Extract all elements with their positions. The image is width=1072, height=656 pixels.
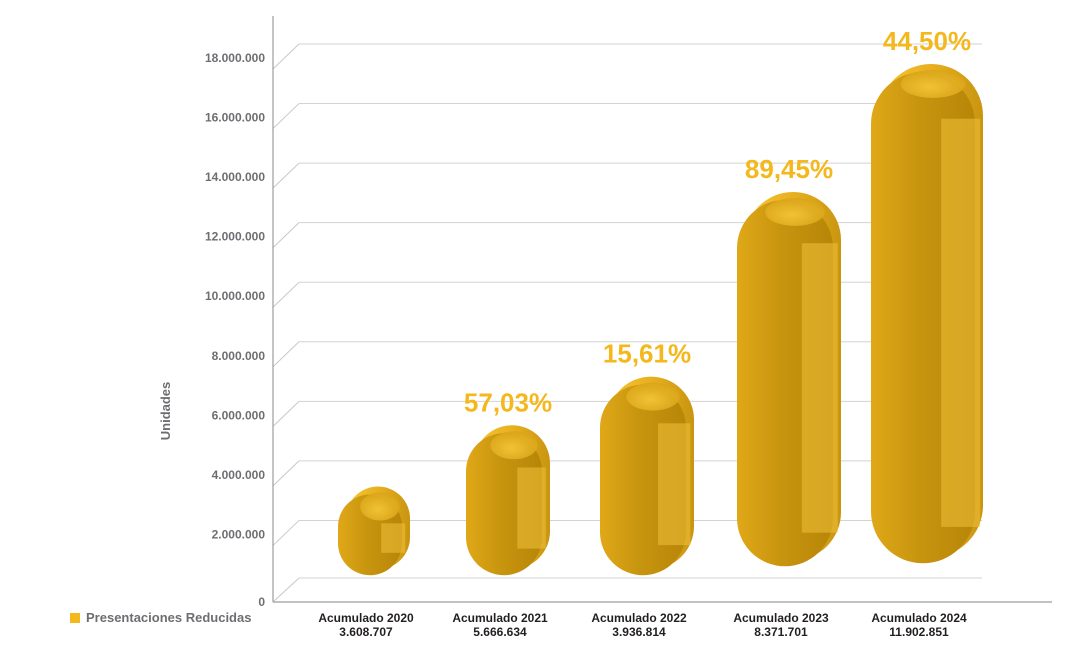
x-tick-label: Acumulado 2020 xyxy=(318,611,414,625)
gridline-diagonal xyxy=(272,222,300,249)
pct-label: 89,45% xyxy=(745,154,833,184)
gridline-diagonal xyxy=(272,162,300,189)
bar-cap xyxy=(626,382,680,411)
x-tick-label: Acumulado 2021 xyxy=(452,611,548,625)
x-tick-label: Acumulado 2024 xyxy=(871,611,967,625)
gridline-diagonal xyxy=(272,460,300,487)
bar-cap xyxy=(360,492,400,521)
y-tick-label: 6.000.000 xyxy=(212,408,266,422)
bar-highlight xyxy=(941,118,981,527)
gridline-diagonal xyxy=(272,400,300,427)
x-tick-label: Acumulado 2022 xyxy=(591,611,687,625)
y-tick-label: 16.000.000 xyxy=(205,111,265,125)
bar-highlight xyxy=(517,467,546,549)
x-value-label: 8.371.701 xyxy=(754,625,808,639)
x-value-label: 11.902.851 xyxy=(889,625,949,639)
legend: Presentaciones Reducidas xyxy=(70,610,251,625)
pct-label: 15,61% xyxy=(603,339,691,369)
gridline-diagonal xyxy=(272,520,300,546)
bar-highlight xyxy=(801,243,838,533)
bar xyxy=(466,425,550,576)
legend-label: Presentaciones Reducidas xyxy=(86,610,252,625)
axes xyxy=(272,16,1052,603)
bar-cap xyxy=(765,198,825,226)
bar xyxy=(338,486,410,576)
y-tick-label: 4.000.000 xyxy=(212,468,266,482)
x-value-label: 5.666.634 xyxy=(473,625,527,639)
bar xyxy=(600,376,694,576)
bar-highlight xyxy=(658,423,691,546)
bar xyxy=(871,63,983,564)
labels: 0 2.000.000 4.000.000 6.000.000 8.000.000 10.… xyxy=(205,26,971,639)
bar-cap xyxy=(490,431,538,460)
gridline-diagonal xyxy=(272,341,300,368)
y-tick-label: 0 xyxy=(258,595,265,609)
y-tick-label: 18.000.000 xyxy=(205,51,265,65)
x-value-label: 3.936.814 xyxy=(612,625,666,639)
x-value-label: 3.608.707 xyxy=(339,625,393,639)
y-tick-label: 8.000.000 xyxy=(212,349,266,363)
x-tick-label: Acumulado 2023 xyxy=(733,611,829,625)
legend-swatch xyxy=(70,612,80,623)
floor-diagonal xyxy=(272,577,300,603)
y-tick-label: 12.000.000 xyxy=(205,230,265,244)
pct-label: 44,50% xyxy=(883,26,971,56)
gridline-diagonal xyxy=(272,43,300,70)
bar-cap xyxy=(900,69,966,98)
gridline-diagonal xyxy=(272,281,300,308)
y-tick-label: 2.000.000 xyxy=(212,527,266,541)
y-tick-label: 10.000.000 xyxy=(205,289,265,303)
bar-highlight xyxy=(381,523,406,553)
pct-label: 57,03% xyxy=(464,387,552,417)
bar xyxy=(737,192,841,567)
bars xyxy=(338,63,983,576)
y-tick-label: 14.000.000 xyxy=(205,170,265,184)
gridline-diagonal xyxy=(272,103,300,129)
y-axis-title: Unidades xyxy=(158,382,173,441)
